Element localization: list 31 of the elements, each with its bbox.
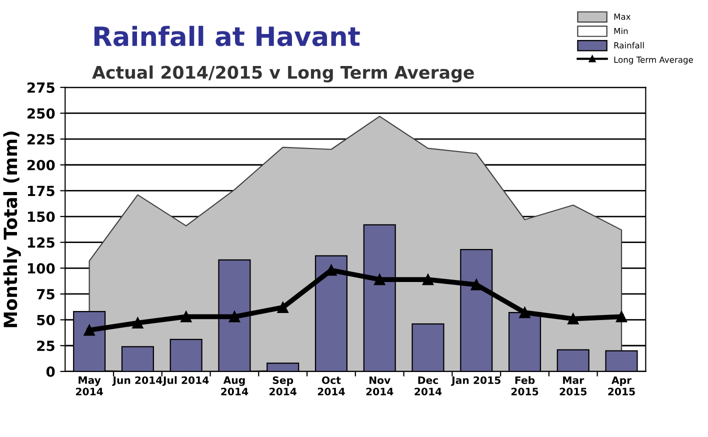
legend-label: Rainfall [614, 42, 644, 48]
x-tick-label: Aug 2014 [221, 376, 248, 396]
x-tick-label: Jan 2015 [451, 376, 500, 386]
y-tick-label: 150 [28, 211, 55, 222]
y-tick-label: 250 [28, 108, 55, 119]
chart-title: Rainfall at Havant [94, 26, 360, 46]
x-tick-label: Sep 2014 [270, 376, 296, 396]
y-axis-title: Monthly Total (mm) [3, 132, 21, 328]
y-tick-label: 125 [28, 237, 54, 248]
x-tick-label: Mar 2015 [560, 376, 587, 396]
x-tick-label: Nov 2014 [366, 376, 394, 396]
y-tick-label: 25 [37, 340, 54, 352]
x-tick-label: Jul 2014 [162, 376, 209, 386]
legend-label: Max [614, 14, 630, 20]
y-tick-label: 100 [28, 263, 55, 274]
y-tick-label: 75 [37, 289, 54, 300]
x-tick-label: Apr 2015 [608, 376, 635, 396]
chart-subtitle: Actual 2014/2015 v Long Term Average [92, 65, 474, 82]
y-tick-label: 50 [37, 314, 55, 326]
y-tick-label: 0 [46, 366, 55, 377]
y-tick-label: 200 [28, 160, 55, 170]
x-tick-label: Jun 2014 [112, 376, 162, 386]
x-tick-label: May 2014 [76, 376, 103, 396]
y-tick-label: 275 [28, 82, 54, 93]
x-tick-label: Feb 2015 [511, 376, 538, 396]
legend-label: Min [614, 28, 628, 34]
legend-label: Long Term Average [614, 56, 693, 64]
x-tick-label: Dec 2014 [414, 376, 442, 396]
y-tick-label: 175 [28, 186, 54, 196]
x-tick-label: Oct 2014 [318, 376, 345, 396]
y-tick-label: 225 [28, 134, 54, 145]
